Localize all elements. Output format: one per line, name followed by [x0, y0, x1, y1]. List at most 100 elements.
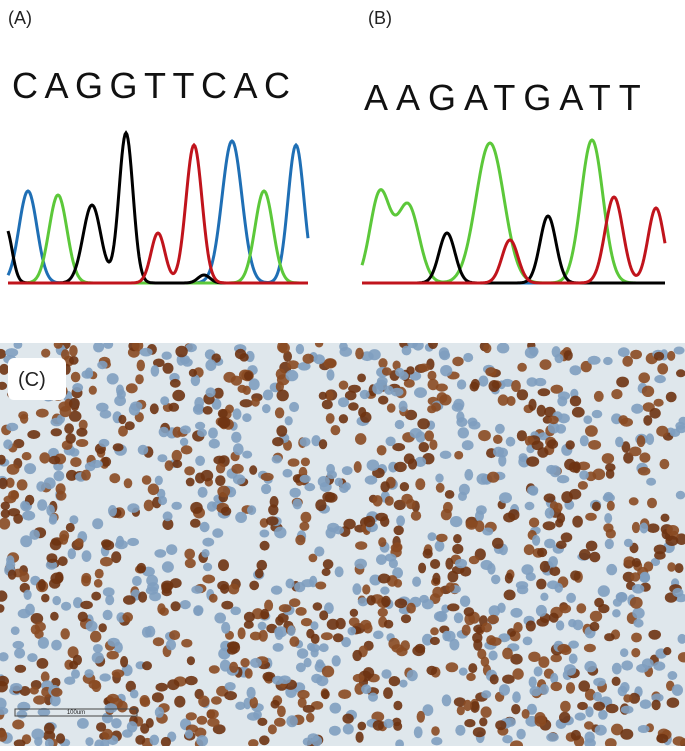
stained-nucleus	[661, 514, 670, 522]
nucleus	[459, 668, 468, 676]
nucleus	[670, 429, 680, 437]
nucleus	[376, 554, 387, 565]
stained-nucleus	[404, 453, 415, 464]
nucleus	[481, 690, 491, 698]
nucleus	[556, 424, 566, 434]
nucleus	[621, 660, 633, 670]
stained-nucleus	[322, 568, 331, 576]
nucleus	[286, 715, 298, 727]
stained-nucleus	[569, 462, 580, 473]
stained-nucleus	[70, 457, 81, 467]
stained-nucleus	[561, 532, 573, 542]
stained-nucleus	[394, 462, 407, 472]
stained-nucleus	[489, 380, 500, 392]
nucleus	[516, 729, 525, 740]
stained-nucleus	[649, 408, 660, 419]
nucleus	[159, 427, 169, 438]
stained-nucleus	[443, 502, 453, 513]
nucleus	[454, 613, 463, 624]
stained-nucleus	[536, 579, 546, 590]
stained-nucleus	[296, 607, 307, 616]
nucleus	[631, 404, 643, 414]
nucleus	[525, 502, 535, 510]
nucleus	[11, 626, 20, 635]
nucleus	[25, 604, 35, 616]
stained-nucleus	[76, 428, 87, 437]
stained-nucleus	[255, 568, 264, 578]
stained-nucleus	[446, 582, 455, 592]
stained-nucleus	[74, 538, 83, 547]
nucleus	[242, 451, 252, 459]
stained-nucleus	[315, 499, 326, 511]
stained-nucleus	[356, 732, 364, 743]
nucleus	[272, 676, 283, 685]
nucleus	[300, 475, 311, 483]
nucleus	[93, 644, 103, 653]
stained-nucleus	[336, 618, 346, 629]
nucleus	[569, 654, 578, 664]
nucleus	[646, 433, 654, 445]
nucleus	[340, 347, 353, 357]
nucleus	[6, 423, 18, 431]
nucleus	[260, 530, 270, 538]
stained-nucleus	[288, 458, 300, 466]
nucleus	[304, 483, 315, 491]
nucleus	[540, 593, 548, 601]
nucleus	[61, 602, 71, 611]
stained-nucleus	[1, 509, 10, 518]
stained-nucleus	[102, 540, 114, 550]
nucleus	[193, 605, 203, 615]
nucleus	[209, 439, 220, 449]
stained-nucleus	[417, 711, 425, 723]
stained-nucleus	[198, 696, 209, 708]
stained-nucleus	[606, 704, 619, 714]
nucleus	[640, 523, 649, 534]
stained-nucleus	[485, 367, 496, 376]
nucleus	[77, 718, 89, 729]
nucleus	[497, 343, 510, 354]
stained-nucleus	[393, 722, 402, 731]
nucleus	[274, 527, 286, 539]
nucleus	[108, 638, 120, 647]
stained-nucleus	[423, 549, 433, 559]
stained-nucleus	[240, 658, 249, 667]
nucleus	[285, 416, 293, 425]
stained-nucleus	[238, 627, 246, 639]
stained-nucleus	[492, 538, 504, 549]
nucleus	[674, 347, 685, 355]
nucleus	[367, 460, 380, 471]
stained-nucleus	[94, 579, 103, 588]
stained-nucleus	[122, 612, 133, 622]
nucleus	[27, 653, 37, 662]
nucleus	[197, 429, 207, 437]
nucleus	[311, 648, 319, 657]
stained-nucleus	[400, 482, 409, 491]
nucleus	[271, 586, 282, 595]
nucleus	[412, 577, 421, 587]
nucleus	[502, 735, 513, 743]
stained-nucleus	[326, 413, 335, 424]
stained-nucleus	[113, 443, 124, 451]
stained-nucleus	[313, 602, 323, 611]
nucleus	[327, 470, 337, 479]
nucleus	[545, 508, 555, 519]
stained-nucleus	[642, 386, 654, 397]
stained-nucleus	[150, 403, 159, 414]
nucleus	[613, 598, 622, 607]
nucleus	[185, 730, 193, 739]
nucleus	[615, 437, 623, 448]
stained-nucleus	[538, 388, 551, 396]
stained-nucleus	[109, 473, 120, 483]
nucleus	[555, 354, 564, 363]
stained-nucleus	[360, 620, 371, 630]
nucleus	[592, 410, 603, 418]
nucleus	[575, 713, 586, 721]
stained-nucleus	[350, 609, 358, 617]
nucleus	[343, 724, 354, 735]
nucleus	[24, 463, 36, 474]
stained-nucleus	[401, 614, 411, 623]
stained-nucleus	[172, 460, 182, 468]
stained-nucleus	[289, 636, 299, 647]
stained-nucleus	[606, 529, 616, 539]
nucleus	[247, 687, 256, 699]
